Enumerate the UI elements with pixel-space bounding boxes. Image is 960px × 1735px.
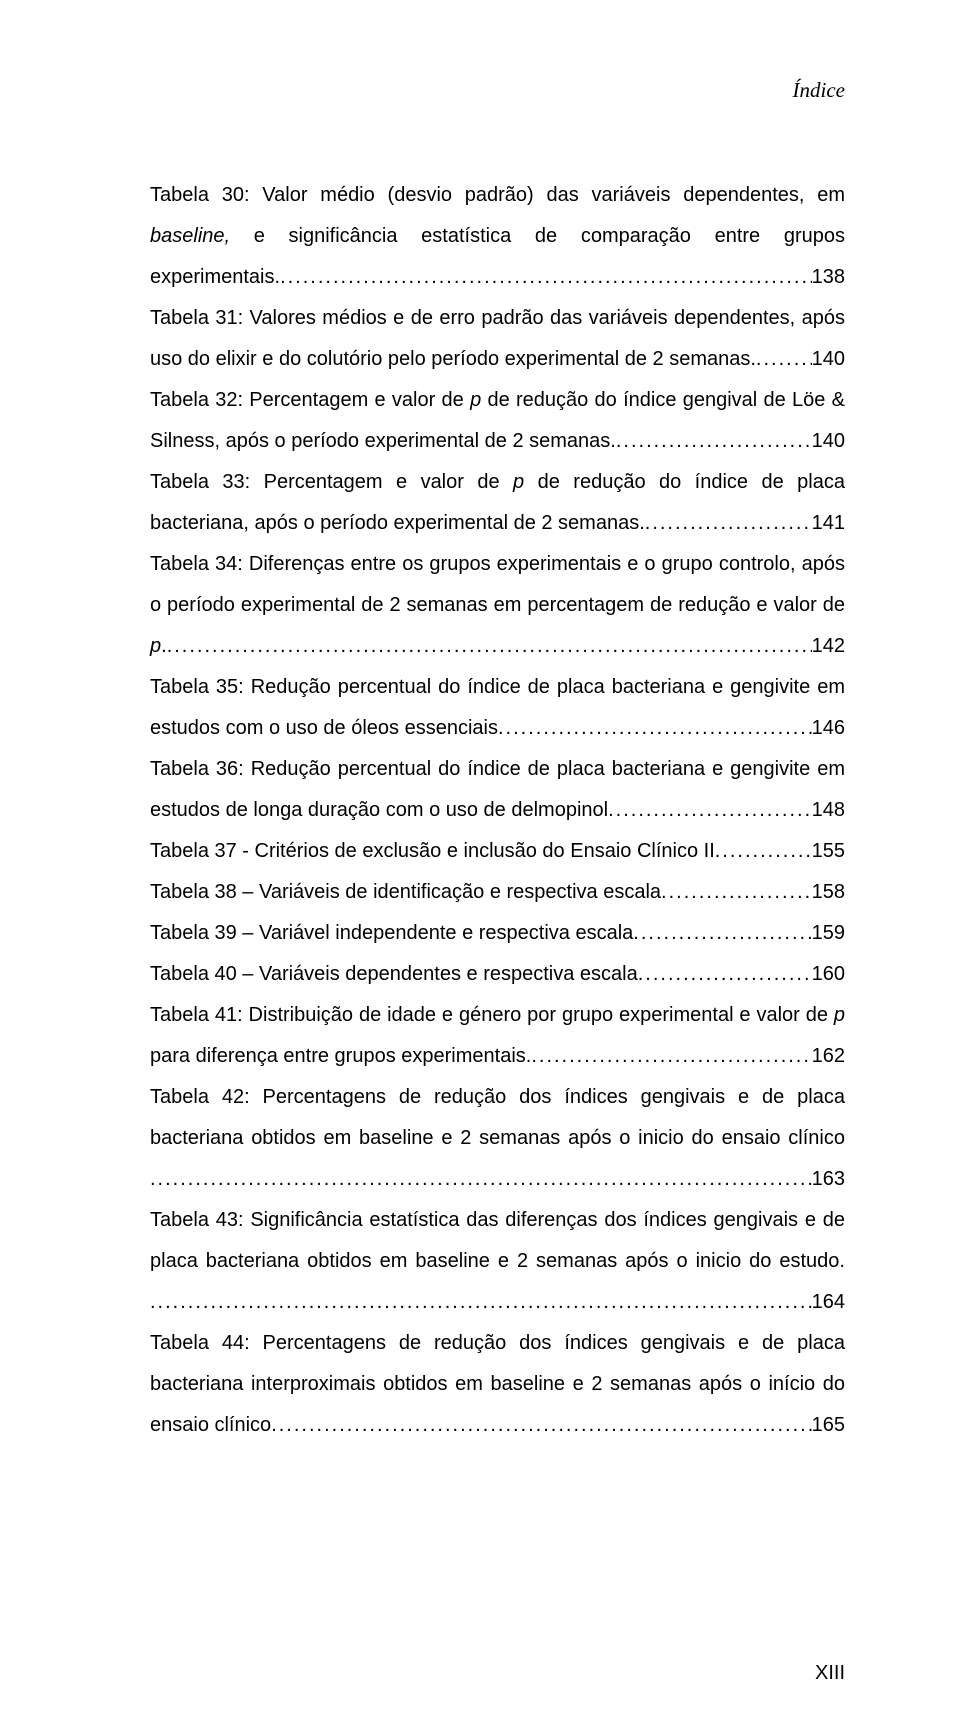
toc-text: Silness, após o período experimental de … bbox=[150, 421, 616, 462]
toc-text: estudos com o uso de óleos essenciais bbox=[150, 708, 498, 749]
dot-leader: ........................................… bbox=[608, 790, 812, 831]
toc-entry-last: estudos de longa duração com o uso de de… bbox=[150, 790, 845, 831]
toc-page: 148 bbox=[812, 790, 845, 831]
toc-text: Tabela 38 – Variáveis de identificação e… bbox=[150, 872, 661, 913]
toc-text: bacteriana, após o período experimental … bbox=[150, 503, 645, 544]
toc-entry-last: bacteriana, após o período experimental … bbox=[150, 503, 845, 544]
toc-text: ensaio clínico bbox=[150, 1405, 271, 1446]
toc-page: 160 bbox=[812, 954, 845, 995]
toc-text: Tabela 39 – Variável independente e resp… bbox=[150, 913, 633, 954]
dot-leader: ........................................… bbox=[661, 872, 812, 913]
toc-entry-last: Tabela 39 – Variável independente e resp… bbox=[150, 913, 845, 954]
toc-page: 155 bbox=[812, 831, 845, 872]
toc-line: placa bacteriana obtidos em baseline e 2… bbox=[150, 1241, 845, 1282]
dot-leader: ........................................… bbox=[633, 913, 811, 954]
toc-line: Tabela 43: Significância estatística das… bbox=[150, 1200, 845, 1241]
toc-entry-last: uso do elixir e do colutório pelo períod… bbox=[150, 339, 845, 380]
dot-leader: ........................................… bbox=[638, 954, 812, 995]
toc-line: Tabela 42: Percentagens de redução dos í… bbox=[150, 1077, 845, 1118]
toc-page: 162 bbox=[812, 1036, 845, 1077]
toc-line: o período experimental de 2 semanas em p… bbox=[150, 585, 845, 626]
dot-leader: ........................................… bbox=[150, 1159, 812, 1200]
toc-entry-last: Silness, após o período experimental de … bbox=[150, 421, 845, 462]
dot-leader: ........................................… bbox=[271, 1405, 811, 1446]
toc-line: Tabela 34: Diferenças entre os grupos ex… bbox=[150, 544, 845, 585]
toc-page: 159 bbox=[812, 913, 845, 954]
toc-text: Tabela 40 – Variáveis dependentes e resp… bbox=[150, 954, 638, 995]
dot-leader: ........................................… bbox=[756, 339, 812, 380]
toc-text: estudos de longa duração com o uso de de… bbox=[150, 790, 608, 831]
toc-entry-last: estudos com o uso de óleos essenciais...… bbox=[150, 708, 845, 749]
toc-line: Tabela 44: Percentagens de redução dos í… bbox=[150, 1323, 845, 1364]
page-number: XIII bbox=[815, 1662, 845, 1685]
toc-entry-last: ensaio clínico..........................… bbox=[150, 1405, 845, 1446]
toc-line: Tabela 36: Redução percentual do índice … bbox=[150, 749, 845, 790]
toc-entry-last: p.......................................… bbox=[150, 626, 845, 667]
section-header: Índice bbox=[793, 78, 845, 103]
toc-text: experimentais. bbox=[150, 257, 280, 298]
toc-line: Tabela 31: Valores médios e de erro padr… bbox=[150, 298, 845, 339]
toc-entry-last: experimentais...........................… bbox=[150, 257, 845, 298]
toc-line: bacteriana interproximais obtidos em bas… bbox=[150, 1364, 845, 1405]
dot-leader: ........................................… bbox=[498, 708, 812, 749]
toc-page: 140 bbox=[812, 421, 845, 462]
toc-entry-last: Tabela 38 – Variáveis de identificação e… bbox=[150, 872, 845, 913]
toc-line: Tabela 33: Percentagem e valor de p de r… bbox=[150, 462, 845, 503]
toc-page: 158 bbox=[812, 872, 845, 913]
toc-text: Tabela 37 - Critérios de exclusão e incl… bbox=[150, 831, 715, 872]
toc-line: Tabela 32: Percentagem e valor de p de r… bbox=[150, 380, 845, 421]
toc-line: baseline, e significância estatística de… bbox=[150, 216, 845, 257]
dot-leader: ........................................… bbox=[616, 421, 812, 462]
dot-leader: ........................................… bbox=[280, 257, 812, 298]
dot-leader: ........................................… bbox=[715, 831, 812, 872]
dot-leader: ........................................… bbox=[645, 503, 812, 544]
toc-page: 138 bbox=[812, 257, 845, 298]
dot-leader: ........................................… bbox=[150, 1282, 812, 1323]
toc-content: Tabela 30: Valor médio (desvio padrão) d… bbox=[150, 175, 845, 1446]
toc-text: p. bbox=[150, 626, 167, 667]
toc-entry-last: Tabela 40 – Variáveis dependentes e resp… bbox=[150, 954, 845, 995]
toc-line: Tabela 35: Redução percentual do índice … bbox=[150, 667, 845, 708]
toc-entry-last: ........................................… bbox=[150, 1159, 845, 1200]
toc-entry-last: para diferença entre grupos experimentai… bbox=[150, 1036, 845, 1077]
toc-line: bacteriana obtidos em baseline e 2 seman… bbox=[150, 1118, 845, 1159]
toc-page: 140 bbox=[812, 339, 845, 380]
toc-line: Tabela 41: Distribuição de idade e géner… bbox=[150, 995, 845, 1036]
toc-entry-last: Tabela 37 - Critérios de exclusão e incl… bbox=[150, 831, 845, 872]
toc-page: 146 bbox=[812, 708, 845, 749]
toc-text: uso do elixir e do colutório pelo períod… bbox=[150, 339, 756, 380]
toc-line: Tabela 30: Valor médio (desvio padrão) d… bbox=[150, 175, 845, 216]
dot-leader: ........................................… bbox=[531, 1036, 811, 1077]
toc-entry-last: ........................................… bbox=[150, 1282, 845, 1323]
toc-text: para diferença entre grupos experimentai… bbox=[150, 1036, 531, 1077]
toc-page: 164 bbox=[812, 1282, 845, 1323]
toc-page: 141 bbox=[812, 503, 845, 544]
toc-page: 142 bbox=[812, 626, 845, 667]
toc-page: 163 bbox=[812, 1159, 845, 1200]
dot-leader: ........................................… bbox=[167, 626, 812, 667]
toc-page: 165 bbox=[812, 1405, 845, 1446]
